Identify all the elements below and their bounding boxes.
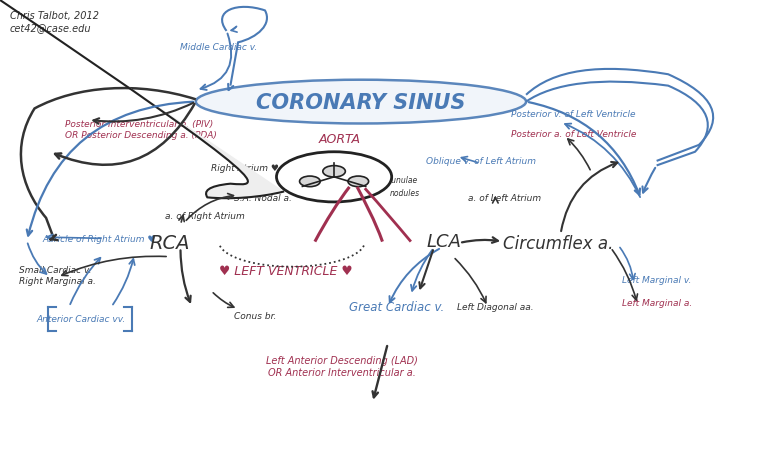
Text: a. of Right Atrium: a. of Right Atrium (165, 212, 245, 221)
PathPatch shape (0, 184, 284, 455)
Text: left: left (336, 178, 348, 187)
Text: Great Cardiac v.: Great Cardiac v. (349, 301, 445, 313)
Text: Auricle of Right Atrium ♥: Auricle of Right Atrium ♥ (42, 234, 156, 243)
Text: Oblique v. of Left Atrium: Oblique v. of Left Atrium (426, 157, 536, 166)
Text: Right Atrium ♥: Right Atrium ♥ (211, 164, 280, 173)
Text: CORONARY SINUS: CORONARY SINUS (257, 92, 465, 112)
Ellipse shape (300, 177, 320, 187)
Text: Left Marginal v.: Left Marginal v. (622, 275, 691, 284)
Text: Left Diagonal aa.: Left Diagonal aa. (457, 303, 534, 312)
Text: ♥ LEFT VENTRICLE ♥: ♥ LEFT VENTRICLE ♥ (219, 264, 353, 277)
Text: a. of Left Atrium: a. of Left Atrium (468, 193, 541, 202)
Ellipse shape (348, 177, 369, 187)
Text: Posterior v. of Left Ventricle: Posterior v. of Left Ventricle (511, 109, 635, 118)
Text: Chris Talbot, 2012
cet42@case.edu: Chris Talbot, 2012 cet42@case.edu (10, 11, 99, 33)
Text: Middle Cardiac v.: Middle Cardiac v. (180, 43, 257, 52)
Text: nodules: nodules (390, 189, 420, 198)
Text: Left Anterior Descending (LAD)
OR Anterior Interventricular a.: Left Anterior Descending (LAD) OR Anteri… (266, 355, 418, 377)
Text: right: right (294, 178, 313, 187)
Ellipse shape (323, 166, 346, 177)
Text: Posterior a. of Left Ventricle: Posterior a. of Left Ventricle (511, 130, 636, 139)
Text: Conus br.: Conus br. (234, 312, 276, 321)
Text: Posterior Interventricular a. (PIV)
OR Posterior Descending a. (PDA): Posterior Interventricular a. (PIV) OR P… (65, 120, 217, 139)
Text: RCA: RCA (150, 234, 190, 253)
Ellipse shape (276, 152, 392, 202)
Text: Circumflex a.: Circumflex a. (503, 234, 614, 253)
Text: Small Cardiac v.
Right Marginal a.: Small Cardiac v. Right Marginal a. (19, 266, 96, 285)
Text: Left Marginal a.: Left Marginal a. (622, 298, 692, 307)
Text: posterior: posterior (304, 168, 338, 177)
Text: Anterior Cardiac vv.: Anterior Cardiac vv. (36, 314, 125, 323)
Ellipse shape (196, 81, 526, 124)
Text: AORTA: AORTA (319, 132, 361, 145)
Text: LCA: LCA (426, 232, 462, 250)
Text: S.A. Nodal a.: S.A. Nodal a. (234, 193, 292, 202)
Text: lunulae: lunulae (390, 175, 419, 184)
